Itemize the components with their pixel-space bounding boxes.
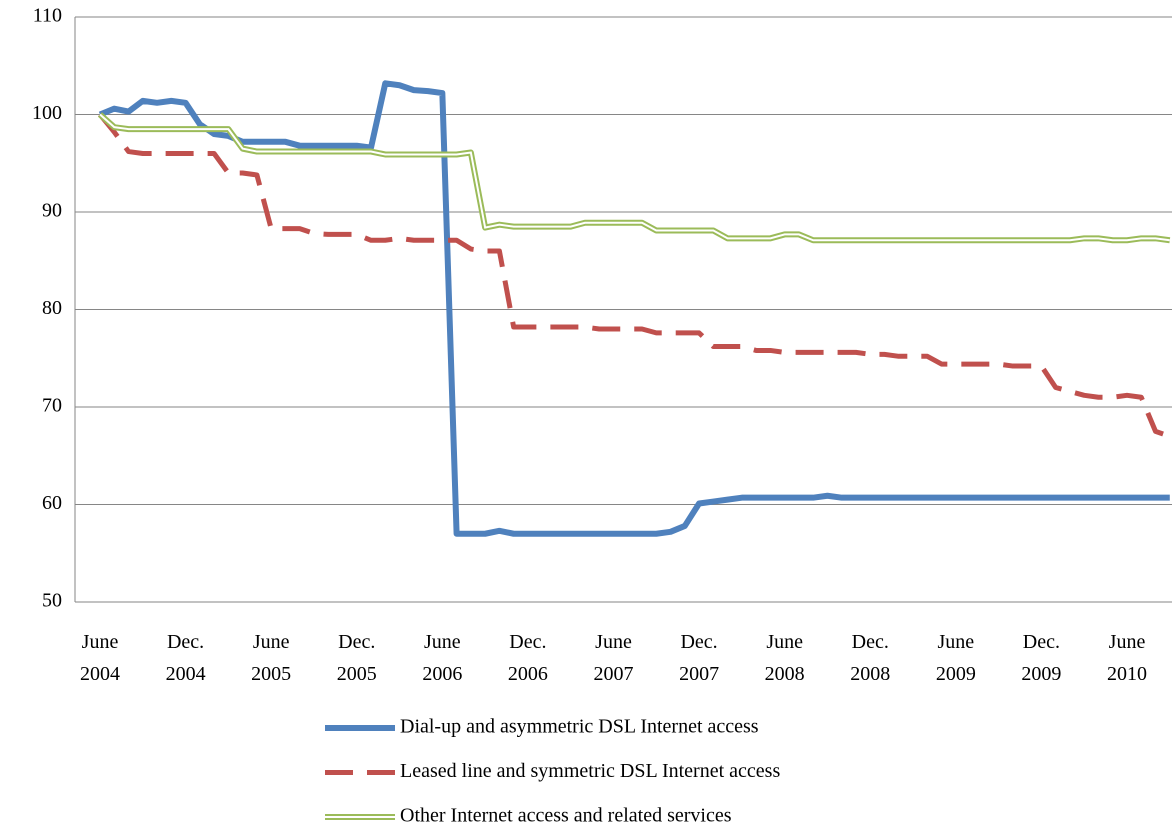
series-line xyxy=(98,80,1170,537)
x-tick-label: Dec. 2008 xyxy=(850,631,891,685)
x-tick-label: Dec. 2007 xyxy=(679,631,720,685)
y-tick-label: 60 xyxy=(42,492,62,514)
line-inner xyxy=(99,113,1170,242)
x-tick-label: June 2004 xyxy=(80,631,120,685)
y-tick-label: 100 xyxy=(32,102,62,124)
x-tick-label: June 2008 xyxy=(764,631,805,685)
y-tick-label: 110 xyxy=(33,5,62,27)
x-tick-label: June 2010 xyxy=(1107,631,1147,685)
x-tick-label: June 2007 xyxy=(593,631,634,685)
x-tick-label: June 2009 xyxy=(935,631,976,685)
legend-label: Dial-up and asymmetric DSL Internet acce… xyxy=(400,716,759,738)
y-tick-label: 50 xyxy=(42,590,62,612)
legend-label: Other Internet access and related servic… xyxy=(400,805,732,826)
x-tick-label: Dec. 2004 xyxy=(165,631,206,685)
y-tick-label: 80 xyxy=(42,297,62,319)
x-tick-label: June 2005 xyxy=(251,631,292,685)
x-tick-label: Dec. 2005 xyxy=(336,631,377,685)
x-tick-label: Dec. 2006 xyxy=(507,631,548,685)
x-tick-label: June 2006 xyxy=(422,631,463,685)
series-line xyxy=(98,112,1171,244)
legend-label: Leased line and symmetric DSL Internet a… xyxy=(400,760,780,782)
x-tick-label: Dec. 2009 xyxy=(1021,631,1062,685)
y-tick-label: 70 xyxy=(42,395,62,417)
series-line xyxy=(98,112,1171,439)
y-tick-label: 90 xyxy=(42,200,62,222)
